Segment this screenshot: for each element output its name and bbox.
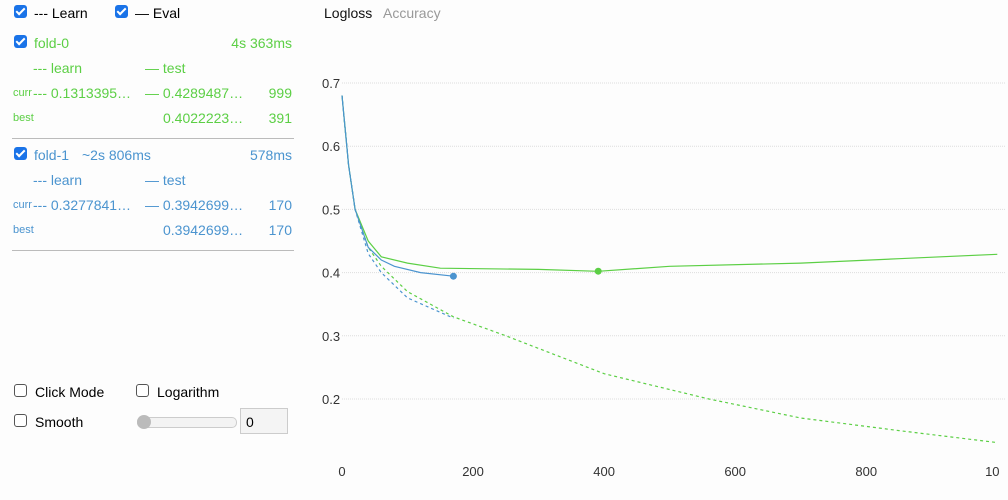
eval-legend-label: — Eval — [135, 5, 181, 21]
fold-0-curr-learn: --- 0.1313395… — [33, 85, 132, 101]
fold-0-best-iter: 391 — [268, 110, 292, 126]
fold-1-name: fold-1 — [34, 147, 70, 163]
logloss-chart[interactable]: 0.7 0.6 0.5 0.4 0.3 0.2 0 200 400 600 800 10 — [300, 0, 1008, 500]
fold-1-curr-test: — 0.3942699… — [145, 197, 244, 213]
smooth-value-input[interactable]: 0 — [240, 408, 288, 434]
divider — [12, 138, 294, 139]
learn-checkbox[interactable] — [14, 5, 27, 18]
y-tick-label: 0.6 — [322, 139, 340, 154]
learn-legend-label: --- Learn — [34, 5, 88, 21]
y-tick-label: 0.5 — [322, 202, 340, 217]
fold-1-checkbox[interactable] — [14, 147, 27, 160]
x-tick-label: 10 — [985, 464, 999, 479]
series-line-2 — [341, 95, 454, 319]
series-line-0 — [341, 95, 998, 444]
fold-1-curr-iter: 170 — [268, 197, 292, 213]
slider-handle[interactable] — [137, 415, 151, 429]
fold-1-time: 578ms — [249, 147, 292, 163]
fold-0-learn-header: --- learn — [33, 60, 83, 76]
fold-0-time: 4s 363ms — [231, 35, 292, 51]
fold-0-test-header: — test — [145, 60, 186, 76]
x-tick-label: 600 — [724, 464, 746, 479]
logarithm-label: Logarithm — [157, 384, 220, 400]
divider — [12, 250, 294, 251]
fold-0-curr-test: — 0.4289487… — [145, 85, 244, 101]
click-mode-checkbox[interactable] — [14, 384, 27, 397]
fold-0-curr-iter: 999 — [268, 85, 292, 101]
fold-0-name: fold-0 — [34, 35, 70, 51]
tab-logloss[interactable]: Logloss — [324, 5, 373, 21]
x-tick-label: 200 — [462, 464, 484, 479]
best-point-marker — [449, 272, 457, 280]
fold-1-learn-header: --- learn — [33, 172, 83, 188]
series-line-1 — [341, 95, 998, 272]
fold-1-curr-learn: --- 0.3277841… — [33, 197, 132, 213]
smooth-slider[interactable] — [137, 415, 237, 429]
fold-1-best-label: best — [13, 224, 34, 236]
x-tick-label: 400 — [593, 464, 615, 479]
smooth-label: Smooth — [35, 414, 84, 430]
y-tick-label: 0.7 — [322, 76, 340, 91]
y-tick-label: 0.2 — [322, 392, 340, 407]
y-tick-label: 0.3 — [322, 329, 340, 344]
fold-0-curr-label: curr — [13, 87, 32, 99]
fold-0-checkbox[interactable] — [14, 35, 27, 48]
eval-checkbox[interactable] — [115, 5, 128, 18]
fold-1-test-header: — test — [145, 172, 186, 188]
click-mode-label: Click Mode — [35, 384, 105, 400]
fold-1-curr-label: curr — [13, 199, 32, 211]
smooth-checkbox[interactable] — [14, 414, 27, 427]
fold-0-best-label: best — [13, 112, 34, 124]
fold-1-best-test: 0.3942699… — [163, 222, 244, 238]
series-line-3 — [341, 95, 454, 277]
y-tick-label: 0.4 — [322, 266, 340, 281]
best-point-marker — [594, 267, 602, 275]
fold-1-elapsed: ~2s 806ms — [82, 147, 151, 163]
x-tick-label: 0 — [338, 464, 345, 479]
tab-accuracy[interactable]: Accuracy — [383, 5, 441, 21]
fold-1-best-iter: 170 — [268, 222, 292, 238]
fold-0-best-test: 0.4022223… — [163, 110, 244, 126]
logarithm-checkbox[interactable] — [136, 384, 149, 397]
x-tick-label: 800 — [855, 464, 877, 479]
